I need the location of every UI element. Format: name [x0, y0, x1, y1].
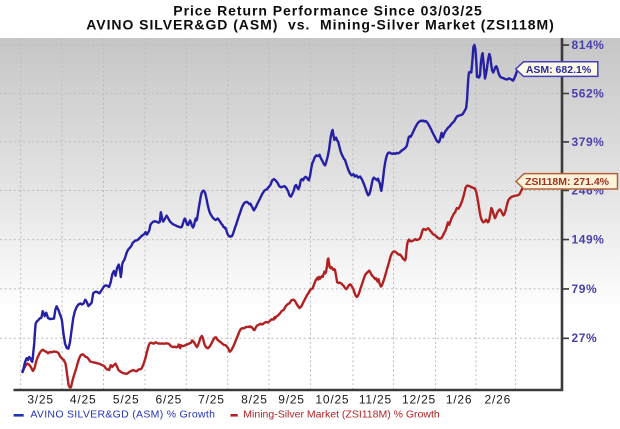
svg-text:379%: 379% [572, 135, 605, 149]
svg-text:ZSI118M: 271.4%: ZSI118M: 271.4% [525, 176, 610, 188]
svg-text:1/26: 1/26 [446, 393, 473, 407]
svg-text:814%: 814% [572, 38, 605, 52]
svg-text:11/25: 11/25 [359, 393, 392, 407]
svg-text:149%: 149% [572, 233, 605, 247]
svg-text:9/25: 9/25 [278, 393, 305, 407]
svg-text:ASM: 682.1%: ASM: 682.1% [526, 64, 592, 76]
svg-text:5/25: 5/25 [113, 393, 140, 407]
svg-text:2/26: 2/26 [485, 393, 512, 407]
svg-text:4/25: 4/25 [70, 393, 97, 407]
svg-text:79%: 79% [572, 282, 598, 296]
svg-text:8/25: 8/25 [241, 393, 268, 407]
svg-text:27%: 27% [572, 331, 598, 345]
svg-text:12/25: 12/25 [402, 393, 436, 407]
svg-text:10/25: 10/25 [315, 393, 349, 407]
svg-text:Mining-Silver Market (ZSI118M): Mining-Silver Market (ZSI118M) % Growth [243, 409, 440, 421]
svg-text:AVINO SILVER&GD (ASM) vs. Mi: AVINO SILVER&GD (ASM) vs. Mining-Silver … [86, 17, 554, 33]
svg-text:AVINO SILVER&GD (ASM) % Growth: AVINO SILVER&GD (ASM) % Growth [30, 409, 215, 421]
svg-text:3/25: 3/25 [27, 393, 54, 407]
svg-text:Price Return Performance Since: Price Return Performance Since 03/03/25 [173, 3, 482, 19]
svg-text:562%: 562% [572, 86, 605, 100]
svg-text:7/25: 7/25 [198, 393, 225, 407]
svg-text:6/25: 6/25 [156, 393, 183, 407]
